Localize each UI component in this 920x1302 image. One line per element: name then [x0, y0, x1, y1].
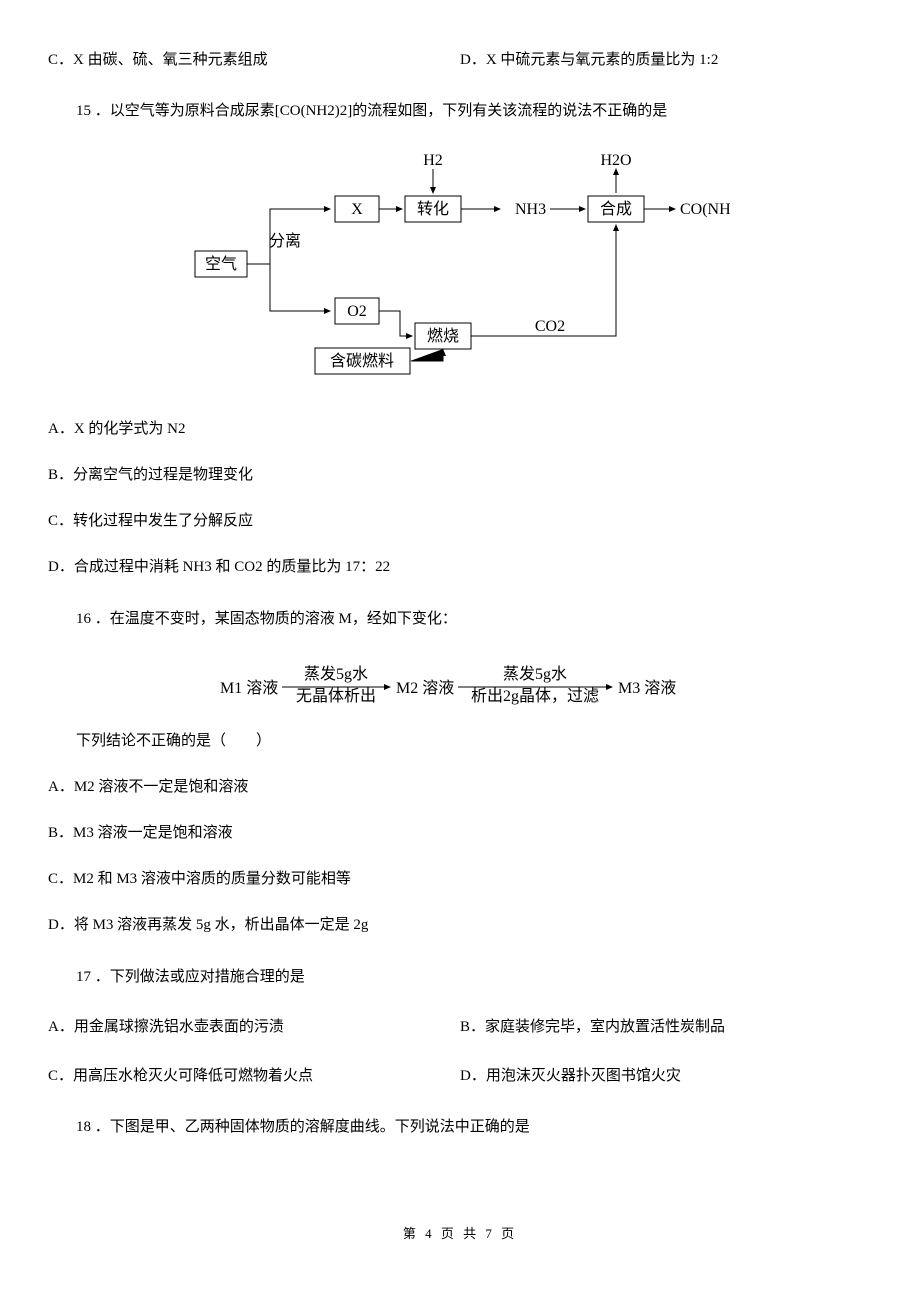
d-air: 空气: [205, 255, 237, 273]
d-urea: CO(NH2)2: [680, 201, 730, 218]
q14-options: C．X 由碳、硫、氧三种元素组成 D．X 中硫元素与氧元素的质量比为 1:2: [48, 50, 872, 71]
q16-optD: D．将 M3 溶液再蒸发 5g 水，析出晶体一定是 2g: [48, 913, 872, 937]
d-burn: 燃烧: [427, 327, 459, 345]
m3: M3 溶液: [618, 679, 676, 697]
e1t: 蒸发5g水: [304, 665, 368, 683]
q17-row1: A．用金属球擦洗铝水壶表面的污渍 B．家庭装修完毕，室内放置活性炭制品: [48, 1017, 872, 1038]
page-footer: 第 4 页 共 7 页: [0, 1223, 920, 1242]
d-X: X: [351, 201, 363, 218]
e2t: 蒸发5g水: [503, 665, 567, 683]
d-O2: O2: [347, 303, 367, 320]
q16-tail: 下列结论不正确的是（ ）: [76, 729, 872, 753]
d-CO2: CO2: [535, 318, 565, 335]
d-synth: 合成: [600, 200, 632, 218]
q16-flow-svg: M1 溶液 蒸发5g水 无晶体析出 M2 溶液 蒸发5g水 析出2g晶体，过滤 …: [220, 659, 700, 707]
q17-optC: C．用高压水枪灭火可降低可燃物着火点: [48, 1066, 460, 1087]
q16-flow: M1 溶液 蒸发5g水 无晶体析出 M2 溶液 蒸发5g水 析出2g晶体，过滤 …: [48, 659, 872, 707]
q15-optC: C．转化过程中发生了分解反应: [48, 509, 872, 533]
q16-optB: B．M3 溶液一定是饱和溶液: [48, 821, 872, 845]
q15-diagram: 空气 分离 X O2 H2 转化 NH3 合成 H2O: [48, 151, 872, 381]
d-H2: H2: [423, 152, 443, 169]
q15-optB: B．分离空气的过程是物理变化: [48, 463, 872, 487]
d-convert: 转化: [417, 200, 449, 218]
q16-optA: A．M2 溶液不一定是饱和溶液: [48, 775, 872, 799]
d-H2O: H2O: [600, 152, 631, 169]
m1: M1 溶液: [220, 679, 278, 697]
q15-flowchart-svg: 空气 分离 X O2 H2 转化 NH3 合成 H2O: [190, 151, 730, 381]
q17-optB: B．家庭装修完毕，室内放置活性炭制品: [460, 1017, 872, 1038]
q15-optD: D．合成过程中消耗 NH3 和 CO2 的质量比为 17：22: [48, 555, 872, 579]
q17-optA: A．用金属球擦洗铝水壶表面的污渍: [48, 1017, 460, 1038]
q16-optC: C．M2 和 M3 溶液中溶质的质量分数可能相等: [48, 867, 872, 891]
e2b: 析出2g晶体，过滤: [471, 687, 599, 705]
m2: M2 溶液: [396, 679, 454, 697]
e1b: 无晶体析出: [296, 687, 376, 705]
q17-row2: C．用高压水枪灭火可降低可燃物着火点 D．用泡沫灭火器扑灭图书馆火灾: [48, 1066, 872, 1087]
q14-optC: C．X 由碳、硫、氧三种元素组成: [48, 50, 460, 71]
q14-optD: D．X 中硫元素与氧元素的质量比为 1:2: [460, 50, 872, 71]
q15-optA: A．X 的化学式为 N2: [48, 417, 872, 441]
d-cf: 含碳燃料: [330, 352, 394, 370]
q17-optD: D．用泡沫灭火器扑灭图书馆火灾: [460, 1066, 872, 1087]
q17-stem: 17 ．下列做法或应对措施合理的是: [76, 965, 872, 989]
d-sep: 分离: [269, 232, 301, 250]
q18-stem: 18 ．下图是甲、乙两种固体物质的溶解度曲线。下列说法中正确的是: [76, 1115, 872, 1139]
q16-stem: 16 ．在温度不变时，某固态物质的溶液 M，经如下变化：: [76, 607, 872, 631]
d-NH3: NH3: [515, 201, 546, 218]
q15-stem: 15 ．以空气等为原料合成尿素[CO(NH2)2]的流程如图，下列有关该流程的说…: [76, 99, 872, 123]
